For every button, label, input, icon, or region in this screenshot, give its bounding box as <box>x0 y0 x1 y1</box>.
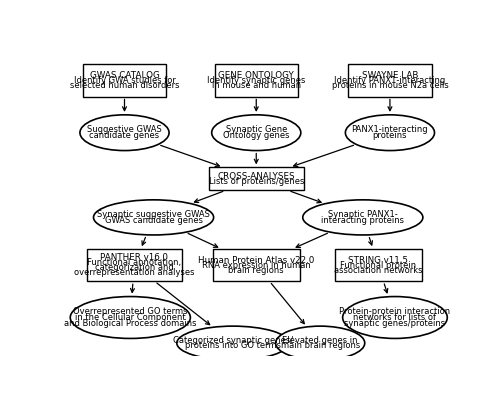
Text: Categorized synaptic genes/: Categorized synaptic genes/ <box>173 336 293 345</box>
Ellipse shape <box>80 115 169 150</box>
Text: Elevated genes in: Elevated genes in <box>282 336 358 345</box>
Text: Overrepresented GO terms: Overrepresented GO terms <box>73 308 188 316</box>
Text: Identify PANX1-interacting: Identify PANX1-interacting <box>334 76 446 85</box>
Ellipse shape <box>70 296 190 338</box>
Ellipse shape <box>276 326 365 360</box>
Text: Identify synaptic genes: Identify synaptic genes <box>207 76 306 85</box>
Text: Identify GWA studies for: Identify GWA studies for <box>74 76 176 85</box>
Text: main brain regions: main brain regions <box>280 341 360 350</box>
FancyBboxPatch shape <box>86 249 182 281</box>
Text: overrepresentation analyses: overrepresentation analyses <box>74 268 194 277</box>
FancyBboxPatch shape <box>83 64 166 96</box>
Text: GENE ONTOLOGY: GENE ONTOLOGY <box>218 71 294 80</box>
FancyBboxPatch shape <box>214 64 298 96</box>
Ellipse shape <box>303 200 423 235</box>
FancyBboxPatch shape <box>334 249 422 281</box>
Text: brain regions: brain regions <box>228 266 284 274</box>
FancyBboxPatch shape <box>212 249 300 281</box>
Text: candidate genes: candidate genes <box>90 131 160 140</box>
Text: Protein-protein interaction: Protein-protein interaction <box>340 308 450 316</box>
Text: selected human disorders: selected human disorders <box>70 81 179 90</box>
Text: synaptic genes/proteins: synaptic genes/proteins <box>344 318 446 328</box>
Text: association networks: association networks <box>334 266 422 274</box>
Text: GWAS candidate genes: GWAS candidate genes <box>104 216 202 225</box>
Text: proteins in mouse N2a cells: proteins in mouse N2a cells <box>332 81 448 90</box>
Ellipse shape <box>346 115 434 150</box>
FancyBboxPatch shape <box>209 167 304 190</box>
Text: STRING v11.5: STRING v11.5 <box>348 256 408 265</box>
Text: Synaptic PANX1-: Synaptic PANX1- <box>328 210 398 219</box>
Text: Ontology genes: Ontology genes <box>223 131 290 140</box>
Text: categorization and: categorization and <box>95 263 174 272</box>
Text: Functional protein: Functional protein <box>340 261 416 270</box>
Text: interacting proteins: interacting proteins <box>322 216 404 225</box>
Text: GWAS CATALOG: GWAS CATALOG <box>90 71 160 80</box>
Text: proteins into GO terms: proteins into GO terms <box>185 341 281 350</box>
FancyBboxPatch shape <box>348 64 432 96</box>
Text: Lists of proteins/genes: Lists of proteins/genes <box>208 177 304 186</box>
Text: Functional annotation,: Functional annotation, <box>87 258 181 267</box>
Text: Synaptic Gene: Synaptic Gene <box>226 126 287 134</box>
Ellipse shape <box>212 115 301 150</box>
Text: SWAYNE LAB: SWAYNE LAB <box>362 71 418 80</box>
Ellipse shape <box>94 200 214 235</box>
Text: Synaptic suggestive GWAS: Synaptic suggestive GWAS <box>97 210 210 219</box>
Text: PANX1-interacting: PANX1-interacting <box>352 126 428 134</box>
Ellipse shape <box>342 296 448 338</box>
Text: Human Protein Atlas v22.0: Human Protein Atlas v22.0 <box>198 256 314 265</box>
Ellipse shape <box>177 326 289 360</box>
Text: PANTHER v16.0: PANTHER v16.0 <box>100 253 168 262</box>
Text: proteins: proteins <box>372 131 407 140</box>
Text: in mouse and human: in mouse and human <box>212 81 301 90</box>
Text: in the Cellular Component: in the Cellular Component <box>75 313 186 322</box>
Text: Suggestive GWAS: Suggestive GWAS <box>87 126 162 134</box>
Text: networks for lists of: networks for lists of <box>354 313 436 322</box>
Text: CROSS-ANALYSES: CROSS-ANALYSES <box>218 172 295 181</box>
Text: RNA expression in human: RNA expression in human <box>202 261 310 270</box>
Text: and Biological Process domains: and Biological Process domains <box>64 318 196 328</box>
